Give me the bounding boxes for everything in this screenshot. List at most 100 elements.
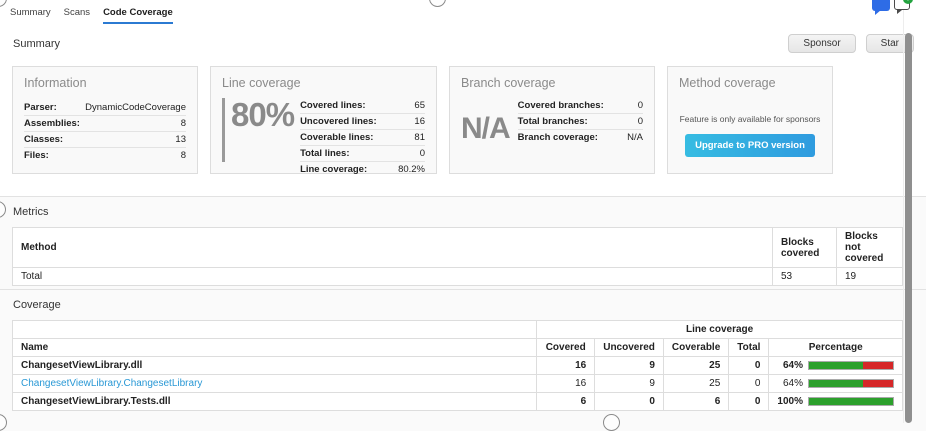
chat-bubble-icon[interactable]	[872, 0, 890, 15]
coverage-section-title: Coverage	[13, 299, 61, 311]
assembly-name: ChangesetViewLibrary.dll	[11, 356, 538, 375]
branch-coverage-card-title: Branch coverage	[461, 76, 556, 90]
coverage-header-coverable: Coverable	[662, 338, 730, 357]
sponsor-button[interactable]: Sponsor	[788, 34, 856, 53]
plus-badge-icon: +	[903, 0, 913, 4]
row-value: 0	[419, 148, 425, 159]
coverage-bar	[808, 379, 894, 388]
row-label: Covered branches:	[517, 100, 604, 111]
row-label: Total branches:	[517, 116, 588, 127]
method-coverage-card: Method coverage Feature is only availabl…	[667, 66, 833, 174]
line-coverage-big-value: 80%	[231, 96, 295, 133]
coverage-header-total: Total	[728, 338, 770, 357]
row-label: Total lines:	[300, 148, 350, 159]
coverage-table: Line coverage Name Covered Uncovered Cov…	[11, 320, 903, 411]
percentage-label: 64%	[782, 378, 803, 389]
row-value: 65	[414, 100, 425, 111]
metrics-cell-method: Total	[12, 267, 773, 286]
coverage-group-header-row: Line coverage	[11, 320, 903, 339]
group-header-line-coverage: Line coverage	[536, 320, 903, 339]
line-coverage-card: Line coverage 80% Covered lines: 65 Unco…	[210, 66, 437, 177]
coverage-section: Coverage Line coverage Name Covered Unco…	[0, 290, 926, 411]
info-row-files: Files: 8	[24, 148, 186, 163]
covered-cell: 16	[536, 374, 596, 393]
upgrade-pro-button[interactable]: Upgrade to PRO version	[685, 134, 815, 157]
branch-row-percentage: Branch coverage: N/A	[518, 130, 643, 145]
row-label: Covered lines:	[300, 100, 366, 111]
group-header-spacer	[11, 320, 538, 339]
row-value: 16	[414, 116, 425, 127]
summary-panel: Summary Scans Code Coverage Summary Spon…	[0, 0, 926, 197]
sponsor-note: Feature is only available for sponsors	[679, 114, 821, 124]
metrics-cell-blocks-covered: 53	[772, 267, 837, 286]
branch-coverage-card: Branch coverage N/A Covered branches: 0 …	[449, 66, 655, 174]
coverage-header-name: Name	[11, 338, 538, 357]
line-coverage-accent-bar	[222, 98, 225, 162]
row-value: 13	[175, 134, 186, 145]
metrics-cell-blocks-not-covered: 19	[836, 267, 903, 286]
tab-scans[interactable]: Scans	[63, 7, 91, 18]
branch-row-total: Total branches: 0	[517, 114, 643, 130]
row-label: Files:	[24, 150, 49, 161]
total-cell: 0	[728, 356, 770, 375]
percentage-label: 100%	[777, 396, 803, 407]
branch-coverage-big-value: N/A	[461, 112, 511, 145]
info-row-parser: Parser: DynamicCodeCoverage	[24, 100, 186, 116]
row-value: 81	[414, 132, 425, 143]
row-label: Parser:	[24, 102, 57, 113]
assembly-name: ChangesetViewLibrary.Tests.dll	[11, 392, 538, 411]
class-link[interactable]: ChangesetViewLibrary.ChangesetLibrary	[21, 378, 203, 389]
row-value: N/A	[627, 132, 643, 143]
coverage-header-percentage: Percentage	[768, 338, 903, 357]
method-coverage-card-title: Method coverage	[679, 76, 776, 90]
metrics-table: Method Blocks covered Blocks not covered…	[12, 227, 903, 286]
total-cell: 0	[728, 374, 770, 393]
uncovered-cell: 9	[594, 356, 664, 375]
coverage-header-uncovered: Uncovered	[594, 338, 664, 357]
row-value: 0	[637, 116, 643, 127]
line-row-coverable: Coverable lines: 81	[300, 130, 425, 146]
add-comment-icon[interactable]: +	[894, 0, 913, 14]
tab-summary[interactable]: Summary	[10, 7, 51, 18]
line-row-total: Total lines: 0	[300, 146, 425, 162]
covered-cell: 16	[536, 356, 596, 375]
metrics-row-total: Total 53 19	[12, 267, 903, 286]
row-value: 0	[637, 100, 643, 111]
summary-section-title: Summary	[13, 37, 61, 50]
content-edge-divider	[903, 0, 904, 423]
metrics-header-method: Method	[12, 227, 773, 268]
row-label: Assemblies:	[24, 118, 80, 129]
information-card: Information Parser: DynamicCodeCoverage …	[12, 66, 198, 174]
row-label: Line coverage:	[300, 164, 368, 175]
row-label: Uncovered lines:	[300, 116, 377, 127]
row-label: Branch coverage:	[517, 132, 598, 143]
line-row-uncovered: Uncovered lines: 16	[300, 114, 425, 130]
uncovered-cell: 9	[594, 374, 664, 393]
coverable-cell: 25	[662, 356, 730, 375]
metrics-header-blocks-not-covered: Blocks not covered	[836, 227, 903, 268]
scrollbar-thumb[interactable]	[905, 33, 912, 423]
metrics-section-title: Metrics	[13, 206, 49, 218]
row-value: 80.2%	[398, 164, 425, 175]
row-value: 8	[180, 118, 186, 129]
branch-row-covered: Covered branches: 0	[517, 98, 643, 114]
coverage-header-covered: Covered	[536, 338, 596, 357]
line-row-covered: Covered lines: 65	[300, 98, 425, 114]
line-row-percentage: Line coverage: 80.2%	[300, 162, 425, 177]
percentage-label: 64%	[782, 360, 803, 371]
coverage-bar	[808, 361, 894, 370]
coverage-row-class: ChangesetViewLibrary.ChangesetLibrary 16…	[11, 374, 903, 393]
coverable-cell: 6	[662, 392, 730, 411]
metrics-section: Metrics Method Blocks covered Blocks not…	[0, 197, 926, 290]
coverage-row-assembly: ChangesetViewLibrary.dll 16 9 25 0 64%	[11, 356, 903, 375]
covered-cell: 6	[536, 392, 596, 411]
coverage-bar	[808, 397, 894, 406]
coverable-cell: 25	[662, 374, 730, 393]
star-button[interactable]: Star	[865, 34, 914, 53]
information-card-title: Information	[24, 76, 87, 90]
row-label: Classes:	[24, 134, 64, 145]
tab-code-coverage[interactable]: Code Coverage	[103, 7, 173, 24]
metrics-header-blocks-covered: Blocks covered	[772, 227, 837, 268]
info-row-classes: Classes: 13	[24, 132, 186, 148]
row-value: DynamicCodeCoverage	[85, 102, 186, 113]
